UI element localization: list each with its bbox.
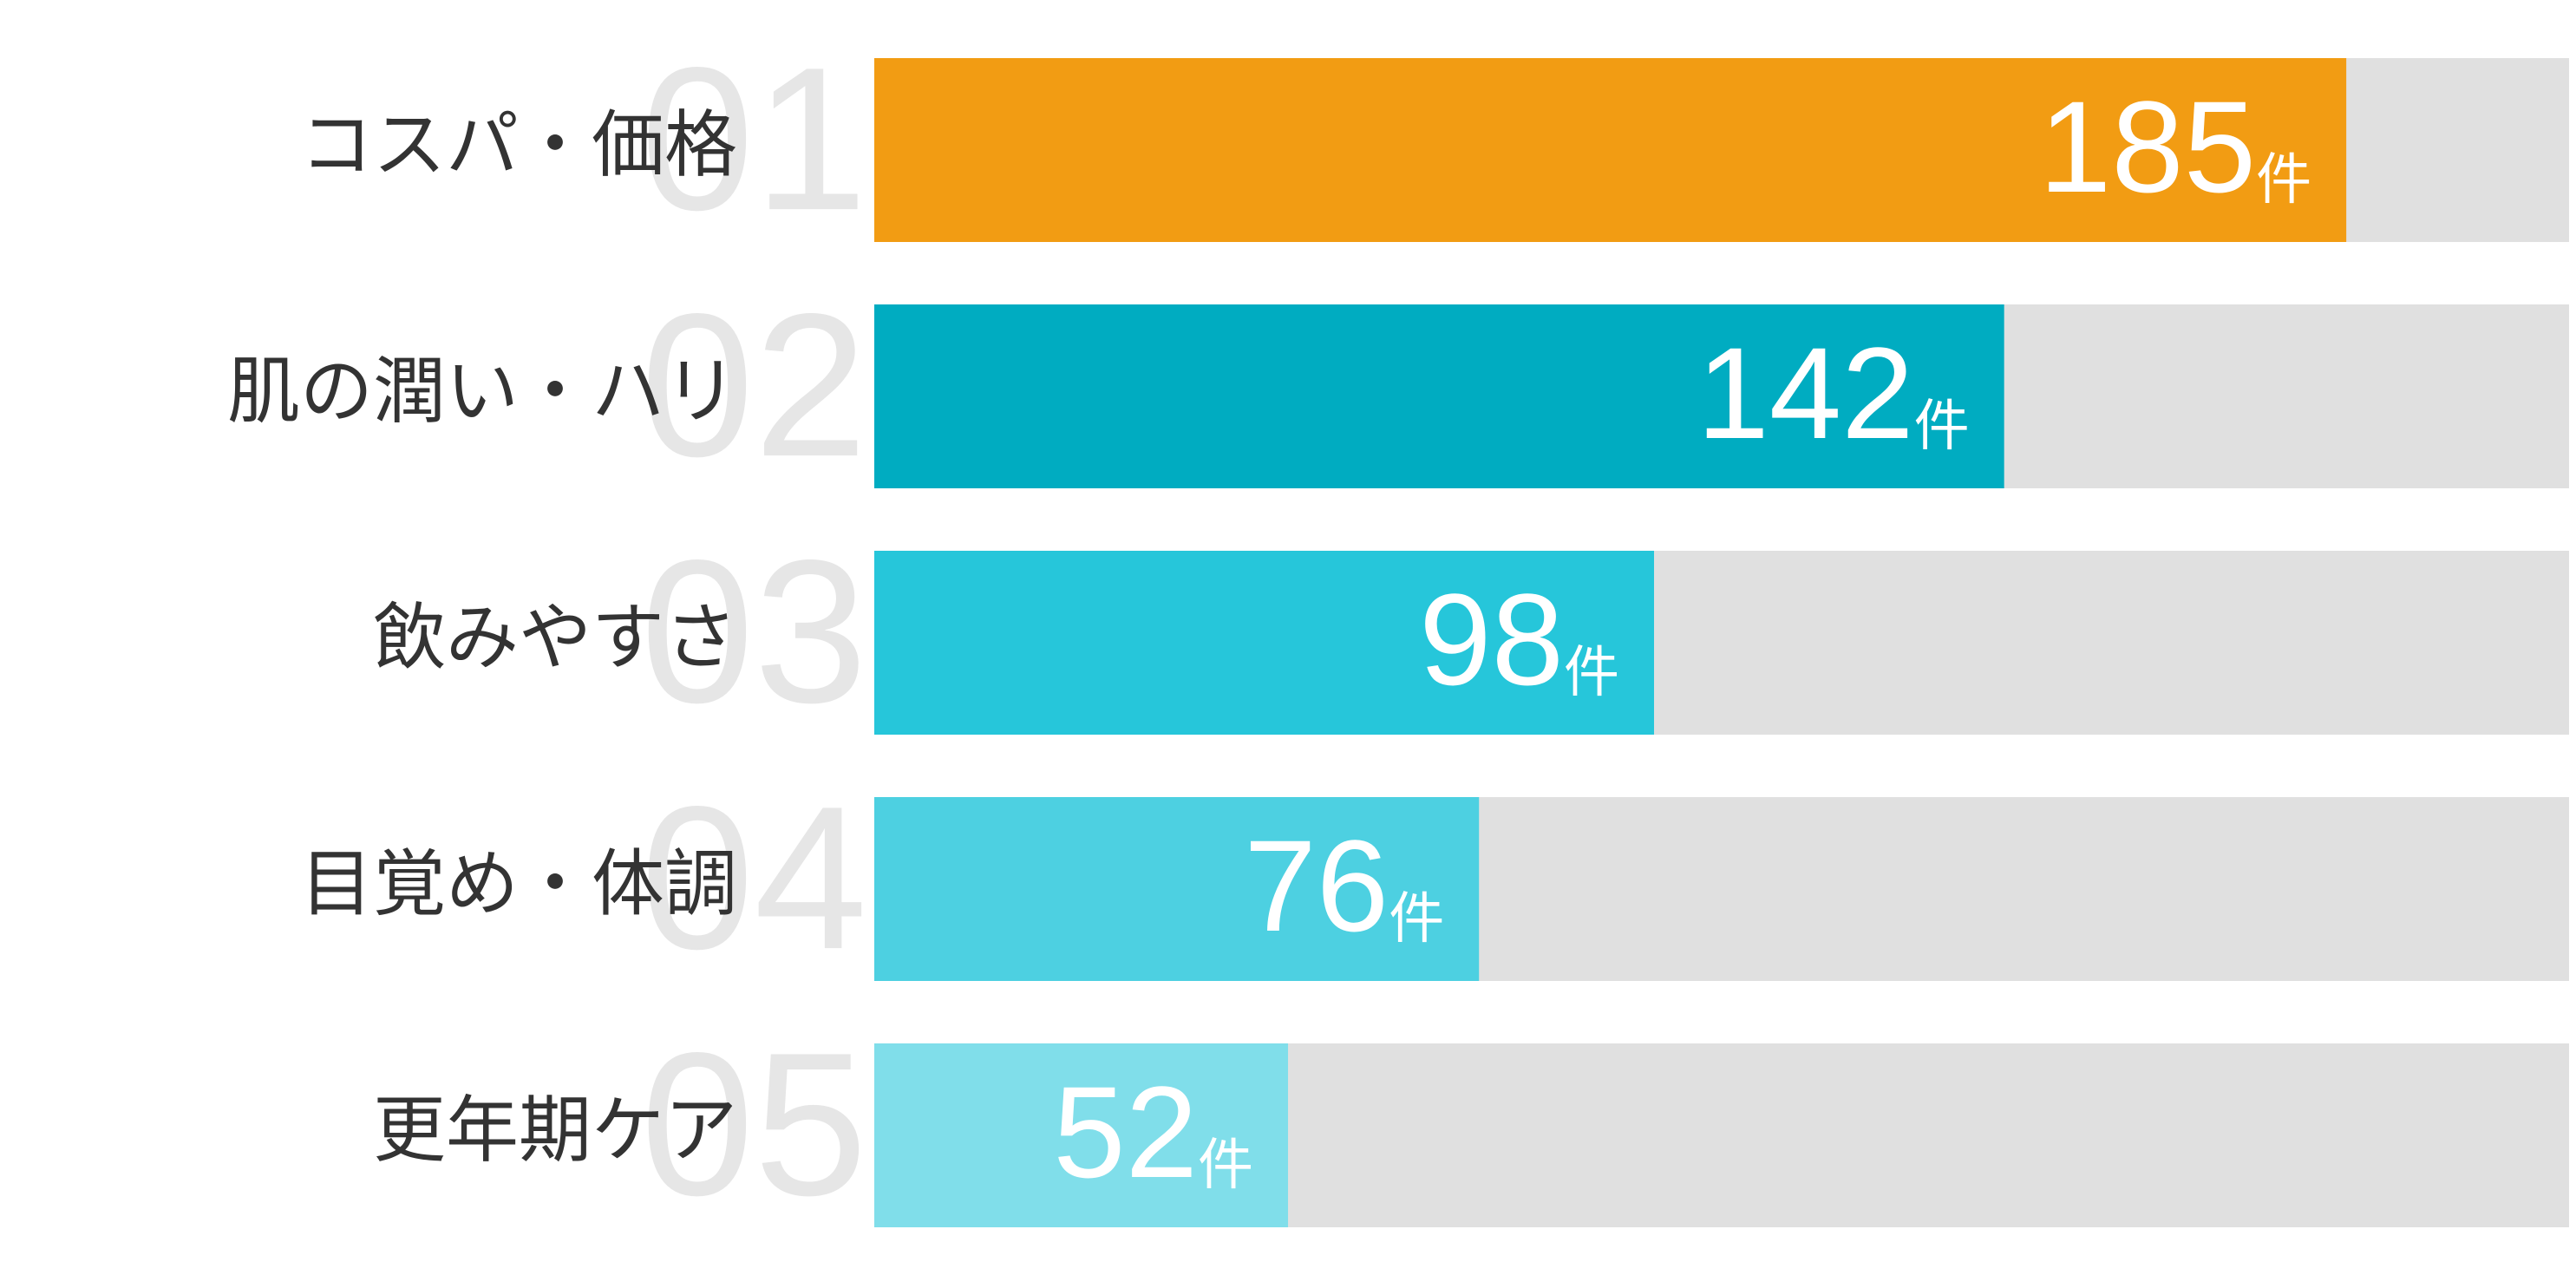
value-label: 185件 (2039, 74, 2311, 219)
value-unit: 件 (1564, 641, 1619, 705)
category-label: コスパ・価格 (300, 102, 737, 187)
category-label: 更年期ケア (373, 1088, 737, 1173)
value-unit: 件 (1389, 887, 1444, 951)
rank-number: 05 (641, 1010, 867, 1238)
value-unit: 件 (1914, 395, 1970, 459)
bar (874, 551, 1655, 735)
value-number: 52 (1053, 1059, 1198, 1205)
category-label: 肌の潤い・ハリ (227, 349, 737, 434)
rank-number: 01 (641, 24, 867, 252)
rank-number: 04 (641, 763, 867, 991)
value-number: 98 (1419, 566, 1564, 712)
value-unit: 件 (1198, 1134, 1253, 1198)
rank-number: 02 (641, 271, 867, 499)
bar (874, 1043, 1289, 1227)
category-label: 目覚め・体調 (300, 841, 737, 926)
value-number: 76 (1244, 813, 1389, 958)
rank-number: 03 (641, 517, 867, 745)
category-label: 飲みやすさ (373, 595, 737, 680)
value-label: 142件 (1697, 320, 1969, 466)
value-label: 98件 (1419, 566, 1619, 712)
value-unit: 件 (2256, 148, 2311, 212)
bar (874, 797, 1480, 981)
bar (874, 304, 2004, 488)
value-number: 142 (1697, 320, 1913, 466)
value-label: 76件 (1244, 813, 1444, 958)
bar (874, 58, 2347, 242)
value-number: 185 (2039, 74, 2256, 219)
value-label: 52件 (1053, 1059, 1253, 1205)
